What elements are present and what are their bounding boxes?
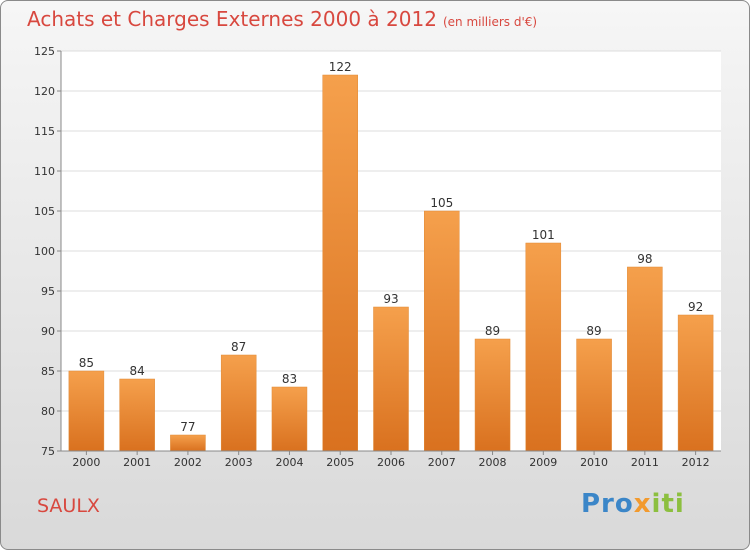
bar-2010 [576, 338, 612, 452]
x-tick-label-2010: 2010 [580, 456, 608, 469]
axes: 75 80 85 90 95 100 105 110 115 120 125 2000 2001 2002… [34, 45, 721, 469]
value-label-2010: 89 [586, 324, 601, 338]
proxiti-logo: Proxiti [581, 489, 685, 519]
value-label-2009: 101 [532, 228, 555, 242]
y-tick-label: 90 [41, 325, 55, 338]
y-tick-label: 75 [41, 445, 55, 458]
value-label-2000: 85 [79, 356, 94, 370]
logo-part-3: iti [651, 489, 685, 519]
value-label-2011: 98 [637, 252, 652, 266]
x-tick-label-2000: 2000 [72, 456, 100, 469]
bar-2001 [119, 378, 155, 452]
value-label-2004: 83 [282, 372, 297, 386]
y-tick-label: 85 [41, 365, 55, 378]
y-tick-label: 110 [34, 165, 55, 178]
x-tick-label-2005: 2005 [326, 456, 354, 469]
x-tick-label-2008: 2008 [479, 456, 507, 469]
bar-2003 [220, 354, 257, 452]
x-tick-label-2003: 2003 [225, 456, 253, 469]
chart-title-text: Achats et Charges Externes 2000 à 2012 [27, 7, 437, 31]
value-label-2008: 89 [485, 324, 500, 338]
y-tick-label: 115 [34, 125, 55, 138]
x-tick-label-2007: 2007 [428, 456, 456, 469]
x-tick-label-2012: 2012 [682, 456, 710, 469]
logo-part-1: Pro [581, 489, 634, 519]
logo-part-2: x [633, 489, 652, 519]
commune-name: SAULX [37, 495, 100, 517]
value-label-2002: 77 [180, 420, 195, 434]
bar-2004 [271, 386, 308, 452]
y-tick-label: 125 [34, 45, 55, 58]
y-tick-label: 95 [41, 285, 55, 298]
y-tick-label: 80 [41, 405, 55, 418]
bar-2007 [424, 210, 460, 452]
bar-2006 [373, 306, 409, 452]
chart-unit: (en milliers d'€) [442, 15, 538, 29]
x-tick-label-2001: 2001 [123, 456, 151, 469]
bar-2000 [68, 370, 105, 452]
value-label-2003: 87 [231, 340, 246, 354]
y-tick-label: 120 [34, 85, 55, 98]
x-tick-label-2009: 2009 [529, 456, 557, 469]
chart-title: Achats et Charges Externes 2000 à 2012 (e… [27, 7, 537, 31]
y-tick-label: 105 [34, 205, 55, 218]
value-label-2007: 105 [430, 196, 453, 210]
value-label-2012: 92 [688, 300, 703, 314]
bar-2008 [474, 338, 511, 452]
y-tick-label: 100 [34, 245, 55, 258]
bar-2002 [170, 434, 206, 452]
value-label-2001: 84 [130, 364, 145, 378]
value-label-2005: 122 [329, 60, 352, 74]
x-tick-label-2004: 2004 [275, 456, 303, 469]
bar-2012 [677, 314, 714, 452]
value-label-2006: 93 [383, 292, 398, 306]
bar-2011 [627, 266, 663, 452]
bar-2005 [322, 74, 358, 452]
x-tick-label-2006: 2006 [377, 456, 405, 469]
x-tick-label-2002: 2002 [174, 456, 202, 469]
x-tick-label-2011: 2011 [631, 456, 659, 469]
value-labels: 85 84 77 87 83 122 93 105 89 101 89 98 92 [79, 60, 704, 434]
bar-2009 [525, 242, 562, 452]
